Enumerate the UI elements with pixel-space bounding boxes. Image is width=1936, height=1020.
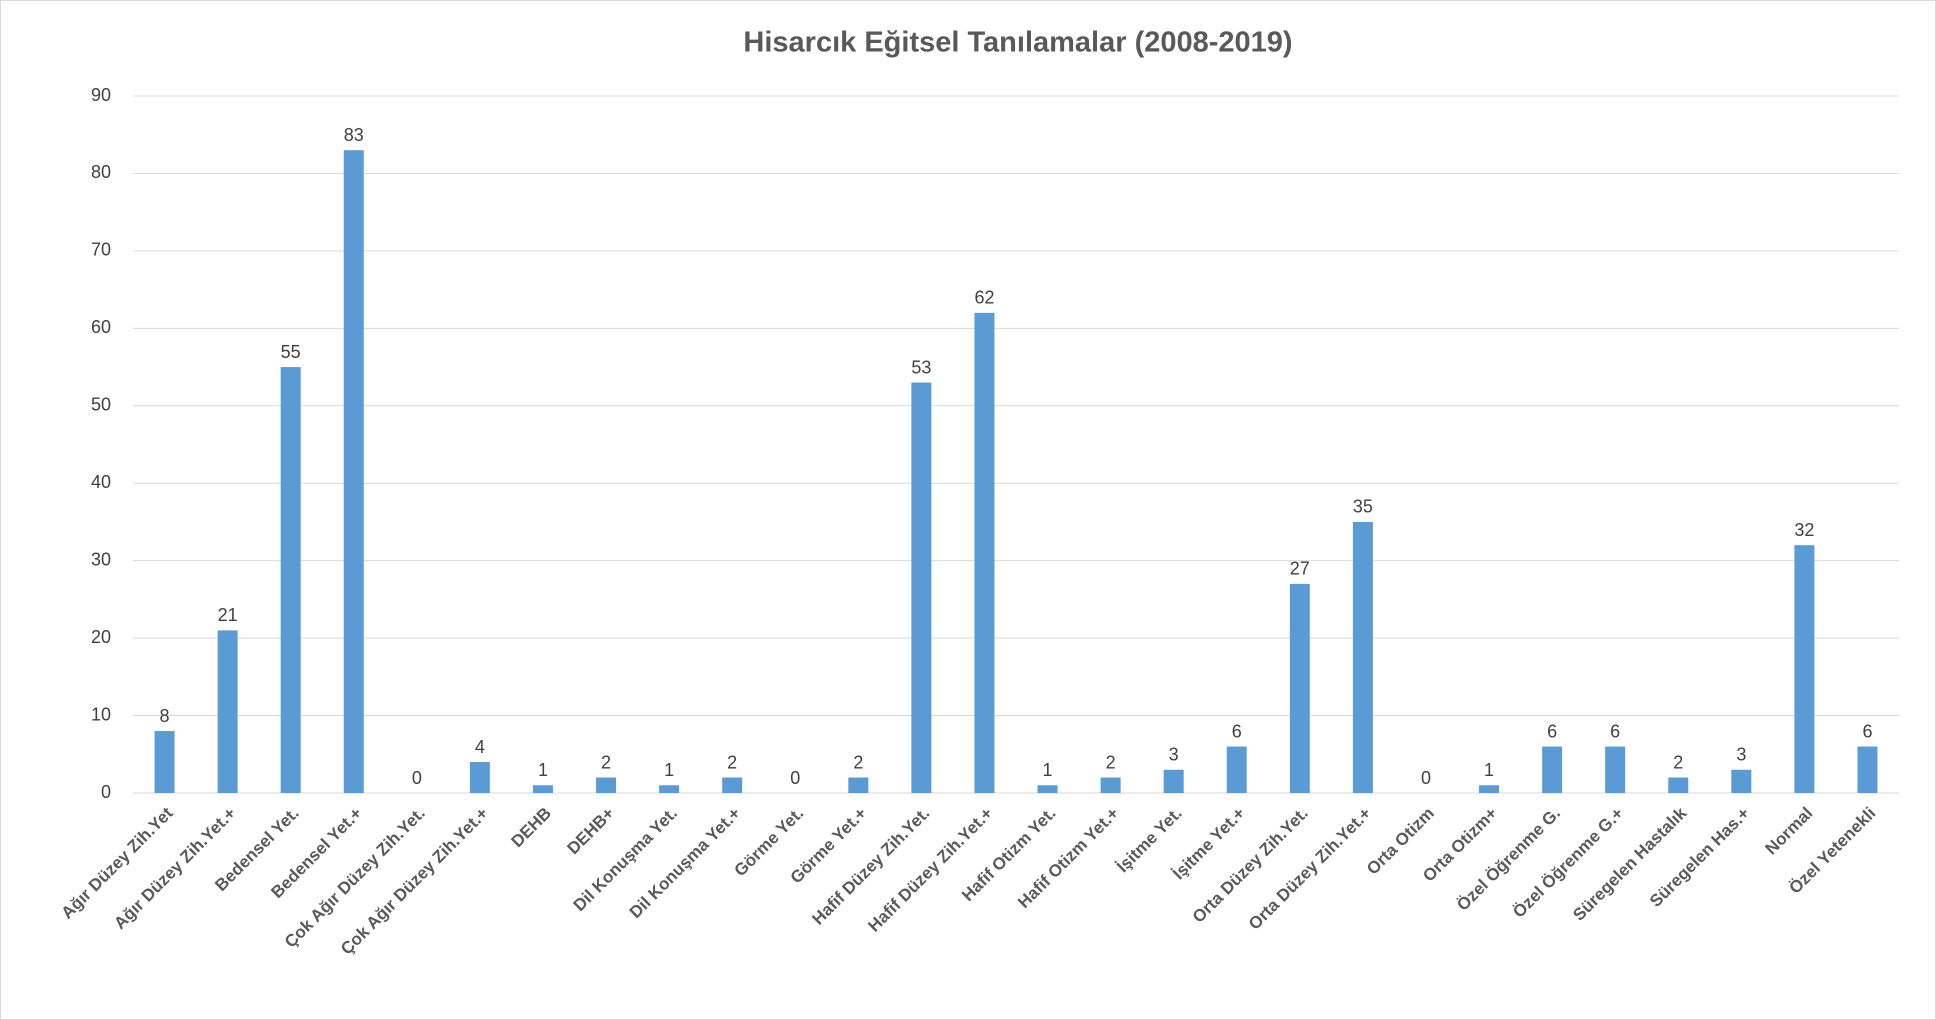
bar — [1037, 785, 1058, 793]
y-tick-label: 90 — [91, 85, 111, 105]
data-label: 2 — [853, 752, 863, 772]
data-label: 83 — [344, 125, 364, 145]
bar — [1163, 769, 1184, 793]
data-label: 6 — [1862, 721, 1872, 741]
data-label: 21 — [218, 605, 238, 625]
bar — [532, 785, 553, 793]
bar — [1668, 777, 1689, 793]
bar — [1479, 785, 1500, 793]
bar — [1352, 521, 1373, 793]
bar — [974, 312, 995, 793]
bar — [280, 367, 301, 793]
data-label: 6 — [1547, 721, 1557, 741]
data-label: 2 — [1106, 752, 1116, 772]
bar — [722, 777, 743, 793]
data-label: 2 — [601, 752, 611, 772]
data-label: 0 — [790, 768, 800, 788]
y-tick-label: 30 — [91, 549, 111, 569]
y-tick-label: 10 — [91, 704, 111, 724]
data-label: 27 — [1290, 559, 1310, 579]
y-tick-label: 20 — [91, 627, 111, 647]
bar — [154, 731, 175, 793]
bar — [469, 762, 490, 793]
data-label: 1 — [538, 760, 548, 780]
bar — [1605, 746, 1626, 793]
data-label: 3 — [1736, 745, 1746, 765]
y-tick-label: 60 — [91, 317, 111, 337]
data-label: 32 — [1794, 520, 1814, 540]
data-label: 6 — [1232, 721, 1242, 741]
y-tick-label: 0 — [101, 782, 111, 802]
data-label: 1 — [664, 760, 674, 780]
data-label: 8 — [160, 706, 170, 726]
data-label: 55 — [281, 342, 301, 362]
data-label: 1 — [1484, 760, 1494, 780]
data-label: 35 — [1353, 497, 1373, 517]
bar — [1100, 777, 1121, 793]
bar — [848, 777, 869, 793]
y-tick-label: 40 — [91, 472, 111, 492]
bar — [1289, 583, 1310, 793]
data-label: 1 — [1043, 760, 1053, 780]
data-label: 53 — [911, 357, 931, 377]
data-label: 2 — [727, 752, 737, 772]
bar — [1731, 769, 1752, 793]
bar — [1857, 746, 1878, 793]
data-label: 6 — [1610, 721, 1620, 741]
y-tick-label: 80 — [91, 162, 111, 182]
data-label: 4 — [475, 737, 485, 757]
bar — [911, 382, 932, 793]
y-tick-label: 70 — [91, 240, 111, 260]
bar — [1794, 545, 1815, 793]
bar — [659, 785, 680, 793]
data-label: 0 — [412, 768, 422, 788]
bar — [1226, 746, 1247, 793]
bar — [217, 630, 238, 793]
data-label: 0 — [1421, 768, 1431, 788]
bar — [1542, 746, 1563, 793]
data-label: 62 — [974, 288, 994, 308]
y-tick-label: 50 — [91, 395, 111, 415]
data-label: 2 — [1673, 752, 1683, 772]
chart-title: Hisarcık Eğitsel Tanılamalar (2008-2019) — [743, 27, 1292, 59]
bar — [343, 150, 364, 793]
bar — [596, 777, 617, 793]
data-label: 3 — [1169, 745, 1179, 765]
